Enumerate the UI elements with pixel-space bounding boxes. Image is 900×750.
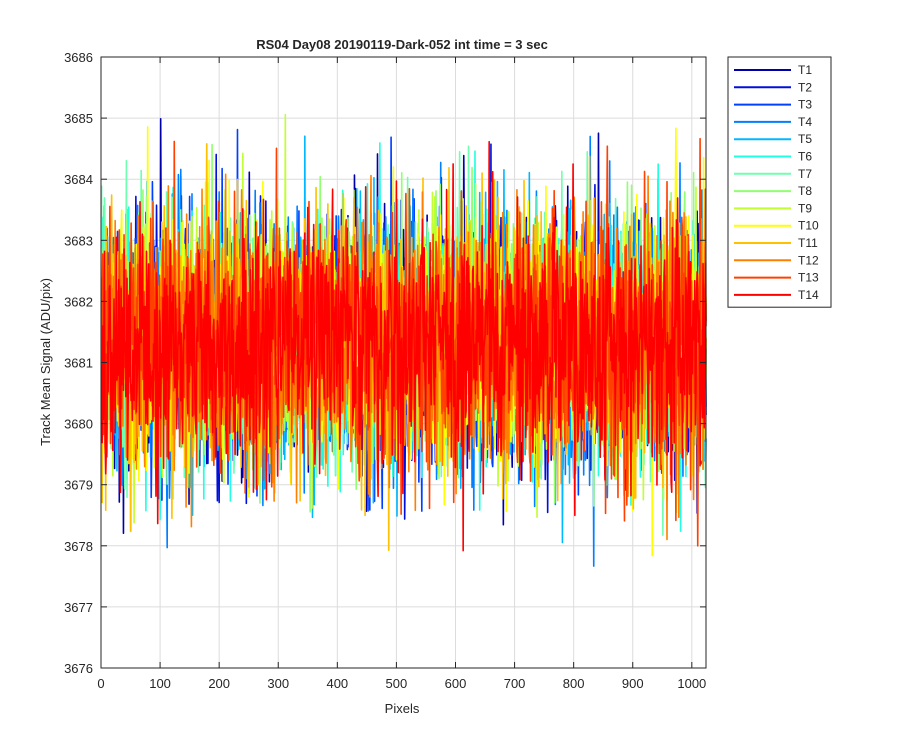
ticks: 0 100 200 300 400 500 600 700 800 900 1000 3676 3677… [64,50,706,691]
x-tick-label: 300 [267,676,289,691]
y-tick-label: 3676 [64,661,93,676]
legend-item-t6: T6 [734,150,812,164]
y-tick-label: 3679 [64,478,93,493]
legend-label: T5 [798,132,812,146]
y-tick-label: 3677 [64,600,93,615]
x-tick-label: 500 [386,676,408,691]
legend-item-t8: T8 [734,184,812,198]
legend-label: T13 [798,271,819,285]
legend-label: T6 [798,150,812,164]
y-axis-label: Track Mean Signal (ADU/pix) [38,278,53,446]
legend-label: T14 [798,288,819,302]
x-tick-label: 900 [622,676,644,691]
y-tick-label: 3684 [64,172,93,187]
series-line-t14 [100,140,707,552]
legend-item-t4: T4 [734,115,812,129]
legend-item-t12: T12 [734,253,819,267]
legend: T1 T2 T3 T4 T5 T6 T7 T8 T9 T10 T11 T12 T13 T14 [727,56,832,308]
x-tick-label: 700 [504,676,526,691]
legend-label: T4 [798,115,812,129]
legend-label: T12 [798,253,819,267]
chart-title: RS04 Day08 20190119-Dark-052 int time = … [256,37,548,52]
y-tick-label: 3685 [64,111,93,126]
x-axis-label: Pixels [385,701,420,716]
x-tick-label: 1000 [677,676,706,691]
y-tick-label: 3683 [64,233,93,248]
legend-item-t3: T3 [734,98,812,112]
legend-item-t7: T7 [734,167,812,181]
legend-item-t10: T10 [734,219,819,233]
legend-item-t13: T13 [734,271,819,285]
legend-item-t14: T14 [734,288,819,302]
plot-area: 0 100 200 300 400 500 600 700 800 900 1000 3676 3677… [64,50,707,691]
y-tick-label: 3682 [64,294,93,309]
legend-label: T2 [798,80,812,94]
x-tick-label: 0 [97,676,104,691]
y-tick-label: 3680 [64,417,93,432]
series-group [100,113,707,567]
x-tick-label: 800 [563,676,585,691]
x-tick-label: 600 [445,676,467,691]
y-tick-label: 3681 [64,356,93,371]
legend-box [727,56,832,308]
y-tick-label: 3678 [64,539,93,554]
legend-label: T11 [798,236,818,250]
legend-label: T9 [798,201,812,215]
legend-label: T1 [798,63,812,77]
y-tick-label: 3686 [64,50,93,65]
legend-item-t5: T5 [734,132,812,146]
legend-label: T7 [798,167,812,181]
legend-item-t11: T11 [734,236,818,250]
x-tick-label: 100 [149,676,171,691]
legend-item-t9: T9 [734,201,812,215]
legend-item-t1: T1 [734,63,812,77]
x-tick-label: 400 [326,676,348,691]
x-tick-label: 200 [208,676,230,691]
legend-label: T8 [798,184,812,198]
legend-item-t2: T2 [734,80,812,94]
legend-label: T3 [798,98,812,112]
legend-label: T10 [798,219,819,233]
